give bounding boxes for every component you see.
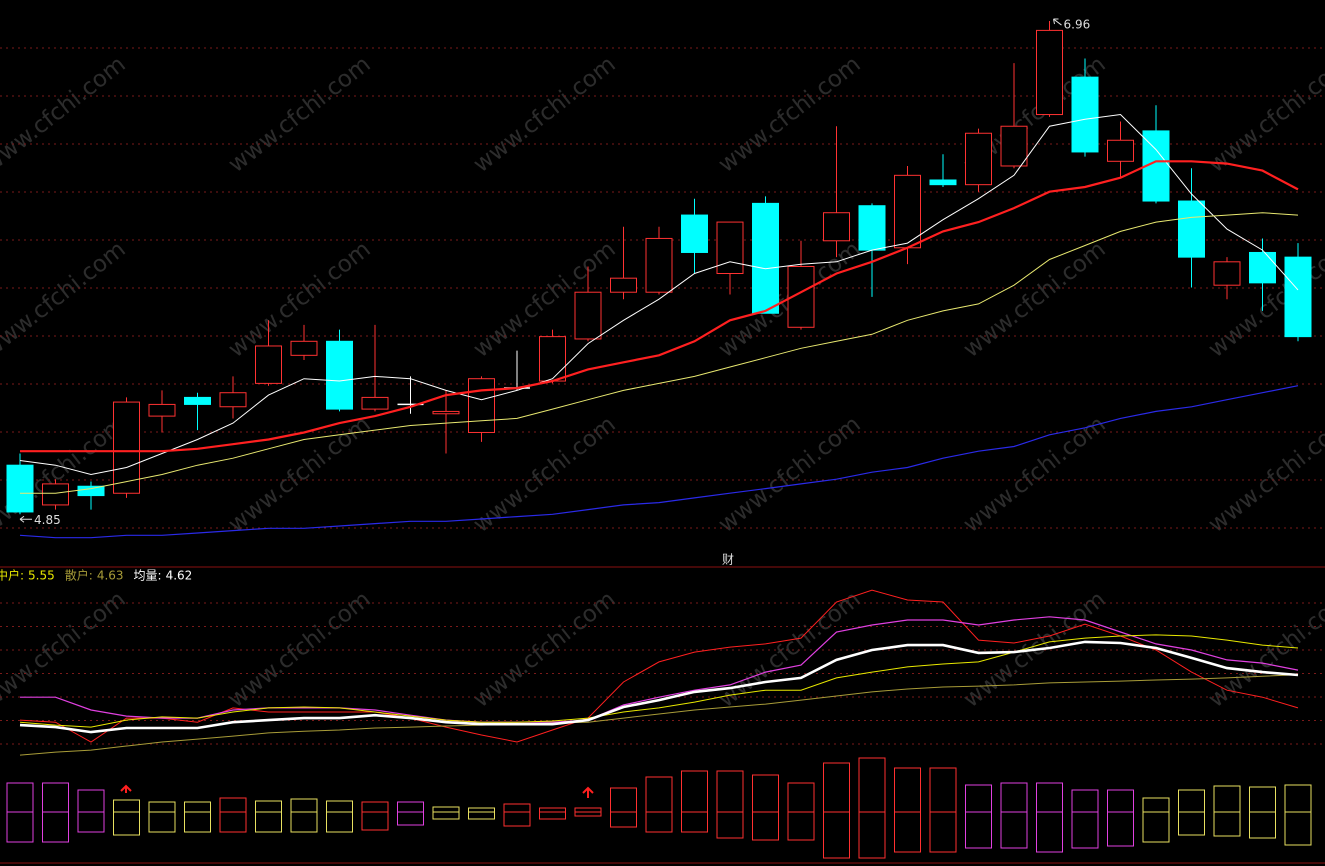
bar	[1284, 811, 1312, 846]
candle-body	[148, 403, 176, 417]
legend-value: 5.55	[28, 569, 55, 583]
bar	[503, 811, 531, 827]
legend-value: 4.63	[97, 569, 124, 583]
bar	[1213, 811, 1241, 837]
candle-body	[113, 401, 140, 494]
bar	[1036, 811, 1063, 853]
bar	[1249, 811, 1276, 839]
bar	[929, 811, 957, 853]
candle-body	[184, 396, 211, 405]
legend-name: 中户:	[0, 568, 24, 583]
grid	[0, 47, 1325, 745]
candle-body	[6, 464, 34, 513]
bar	[6, 811, 34, 843]
candle-body	[468, 378, 495, 433]
candle-body	[539, 336, 566, 382]
bar	[894, 811, 921, 853]
candle-body	[1213, 261, 1241, 286]
candle-body	[681, 214, 708, 253]
signal-arrow	[120, 784, 132, 793]
candle-body	[716, 221, 744, 275]
bar	[255, 811, 282, 833]
bar	[610, 811, 637, 828]
line-series	[19, 589, 1299, 743]
candle-body	[432, 410, 460, 415]
candle-body	[361, 396, 389, 410]
candle-body	[574, 291, 602, 340]
line-series	[19, 113, 1299, 476]
bar	[1178, 811, 1205, 836]
line-series	[20, 160, 1299, 453]
candle-body	[77, 485, 105, 497]
line-series	[19, 634, 1299, 728]
candle-body	[1284, 256, 1312, 338]
bar	[1107, 811, 1134, 847]
candle-body	[1071, 76, 1099, 153]
candle-body	[610, 277, 637, 293]
bar	[290, 811, 318, 833]
bar	[539, 811, 566, 820]
bar	[397, 811, 424, 826]
bar	[823, 811, 850, 859]
panel-title: 财	[722, 553, 734, 567]
line-series	[19, 674, 1299, 756]
candle-body	[823, 212, 850, 242]
candle-body	[290, 340, 318, 356]
candle-body	[858, 205, 886, 251]
bar	[1071, 811, 1099, 849]
legend-value: 4.62	[166, 569, 193, 583]
candle-body	[1107, 139, 1134, 162]
bar	[77, 811, 105, 833]
signal-arrow	[582, 786, 594, 798]
high-label: 6.96	[1064, 18, 1091, 32]
candle-body	[1000, 125, 1028, 167]
bar	[361, 811, 389, 831]
low-label: 4.85	[34, 513, 61, 527]
candle-body	[219, 392, 247, 408]
line-series	[19, 640, 1299, 734]
candle-body	[965, 132, 992, 186]
annotation-arrow	[19, 515, 32, 523]
bar	[752, 811, 779, 841]
line-series	[20, 212, 1299, 494]
bar	[787, 811, 815, 841]
candle-body	[1249, 251, 1276, 284]
bar	[716, 811, 744, 839]
bar	[113, 811, 140, 836]
bar	[1142, 811, 1170, 843]
line-series	[19, 385, 1299, 539]
candle-body	[752, 202, 779, 314]
candle-body	[255, 345, 282, 384]
legend-name: 均量:	[134, 569, 162, 583]
bar	[965, 811, 992, 849]
bar	[326, 811, 353, 833]
bar	[1000, 811, 1028, 849]
bar	[42, 811, 69, 843]
candle-body	[929, 179, 957, 186]
plot: 6.96 4.85 财中户: 5.55 散户: 4.63 均量: 4.62	[0, 18, 1312, 859]
candle-body	[1036, 29, 1063, 116]
candle-body	[1178, 200, 1205, 258]
annotation-arrow	[1053, 18, 1062, 26]
bar	[148, 811, 176, 833]
line-series	[20, 616, 1299, 723]
bar	[468, 811, 495, 820]
candle-body	[42, 483, 69, 506]
bar	[858, 811, 886, 859]
bar	[645, 811, 673, 833]
legend-name: 散户:	[65, 568, 93, 583]
bar	[574, 811, 602, 817]
bar	[681, 811, 708, 833]
candle-body	[645, 237, 673, 293]
candle-body	[326, 340, 353, 410]
bar	[432, 811, 460, 820]
bar	[219, 811, 247, 833]
bar	[184, 811, 211, 833]
